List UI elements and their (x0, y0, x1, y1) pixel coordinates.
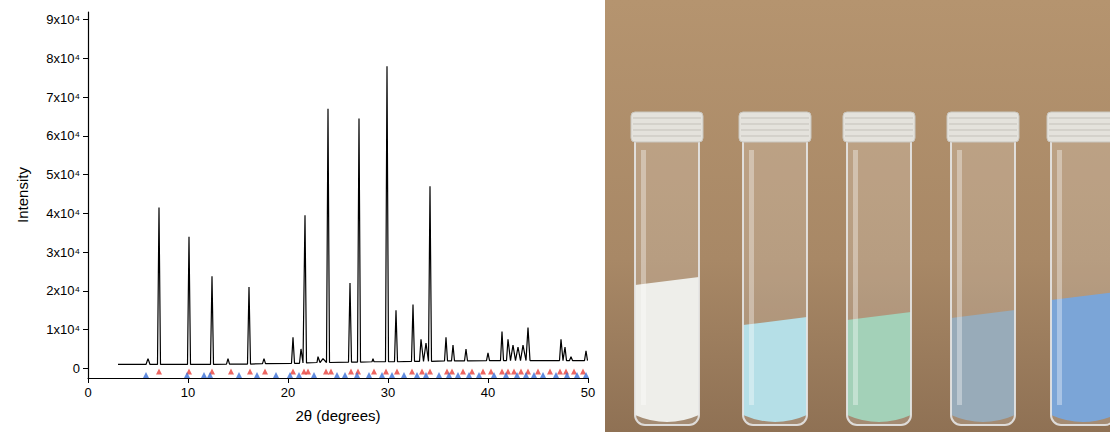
svg-text:2x10⁴: 2x10⁴ (46, 283, 80, 298)
svg-text:9x10⁴: 9x10⁴ (46, 12, 80, 27)
svg-text:30: 30 (381, 385, 395, 400)
svg-text:8x10⁴: 8x10⁴ (46, 51, 80, 66)
svg-text:1x10⁴: 1x10⁴ (46, 322, 80, 337)
svg-text:6x10⁴: 6x10⁴ (46, 128, 80, 143)
svg-text:0: 0 (84, 385, 91, 400)
svg-text:5x10⁴: 5x10⁴ (46, 167, 80, 182)
svg-text:20: 20 (281, 385, 295, 400)
svg-text:40: 40 (481, 385, 495, 400)
svg-text:10: 10 (181, 385, 195, 400)
svg-text:Intensity: Intensity (14, 167, 31, 223)
svg-text:2θ (degrees): 2θ (degrees) (295, 407, 380, 424)
svg-text:50: 50 (581, 385, 595, 400)
svg-text:7x10⁴: 7x10⁴ (46, 90, 80, 105)
svg-text:0: 0 (73, 361, 80, 376)
svg-text:4x10⁴: 4x10⁴ (46, 206, 80, 221)
svg-text:3x10⁴: 3x10⁴ (46, 245, 80, 260)
